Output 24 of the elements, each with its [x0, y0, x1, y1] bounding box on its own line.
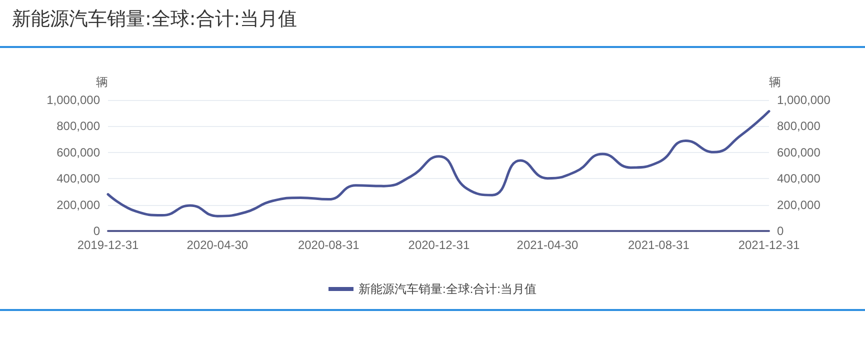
- y2-tick-label: 200,000: [777, 198, 821, 212]
- x-tick-label: 2020-12-31: [408, 238, 470, 252]
- line-series: [106, 110, 770, 218]
- y2-axis-title: 辆: [769, 75, 781, 89]
- y-tick-label: 800,000: [56, 119, 100, 134]
- y2-tick-label: 800,000: [777, 119, 821, 134]
- legend-label: 新能源汽车销量:全球:合计:当月值: [358, 282, 537, 296]
- y2-tick-label: 400,000: [777, 172, 821, 186]
- y2-tick-label: 1,000,000: [777, 93, 831, 107]
- x-tick-label: 2021-08-31: [628, 238, 690, 252]
- x-tick-label: 2019-12-31: [77, 238, 140, 252]
- y2-tick-label: 600,000: [777, 145, 821, 160]
- y2-tick-label: 0: [777, 224, 784, 238]
- x-tick-label: 2020-04-30: [186, 238, 248, 252]
- y-tick-label: 0: [93, 224, 100, 238]
- x-tick-label: 2021-04-30: [516, 238, 578, 252]
- y-tick-label: 1,000,000: [46, 93, 100, 107]
- y-tick-label: 600,000: [56, 145, 100, 160]
- chart-title: 新能源汽车销量:全球:合计:当月值: [12, 7, 298, 32]
- x-tick-label: 2021-12-31: [738, 238, 800, 252]
- y-tick-label: 200,000: [56, 198, 100, 212]
- x-tick-label: 2020-08-31: [298, 238, 360, 252]
- y-axis-title: 辆: [96, 75, 108, 89]
- y-tick-label: 400,000: [56, 172, 100, 186]
